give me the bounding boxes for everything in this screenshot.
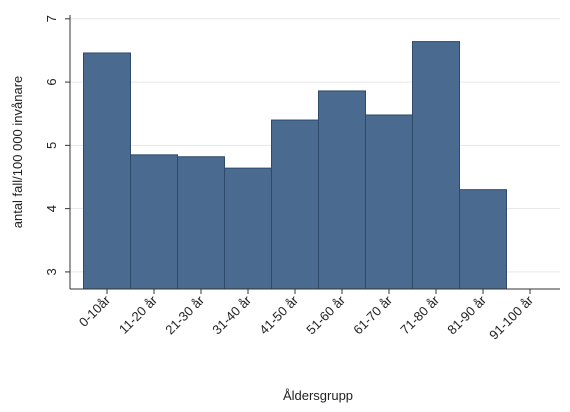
y-tick-label: 3 xyxy=(44,268,59,275)
x-axis-label: Åldersgrupp xyxy=(283,388,353,403)
bar xyxy=(130,154,178,290)
bar xyxy=(177,156,225,290)
y-tick-label: 6 xyxy=(44,78,59,85)
bar xyxy=(459,189,507,290)
bar xyxy=(83,52,131,290)
bar xyxy=(318,90,366,290)
y-axis-label: antal fall/100 000 invånare xyxy=(10,76,25,229)
y-tick-label: 4 xyxy=(44,205,59,212)
bar xyxy=(365,114,413,290)
y-tick-label: 7 xyxy=(44,15,59,22)
bar xyxy=(224,167,272,290)
y-tick-label: 5 xyxy=(44,142,59,149)
bar xyxy=(412,41,460,290)
bar xyxy=(271,119,319,290)
